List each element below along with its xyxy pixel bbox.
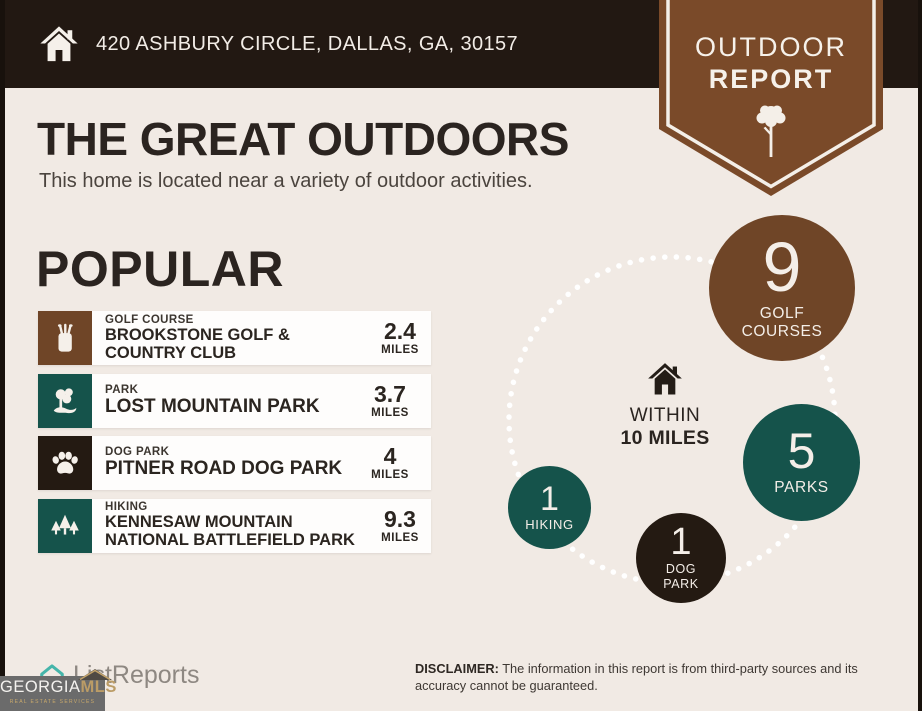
item-name: BROOKSTONE GOLF & COUNTRY CLUB [105, 325, 290, 362]
mls-tagline: REAL ESTATE SERVICES [9, 698, 96, 705]
georgia-mls-logo: GEORGIA MLS REAL ESTATE SERVICES [0, 669, 116, 711]
golf-bag-icon [38, 311, 92, 365]
tree-icon [756, 105, 786, 157]
bubble-label: HIKING [525, 516, 574, 532]
item-category: DOG PARK [105, 446, 170, 459]
item-distance: 4 MILES [357, 436, 431, 490]
distance-unit: MILES [381, 531, 419, 544]
georgia-wordmark: GEORGIA [0, 678, 81, 696]
distance-value: 2.4 [384, 318, 416, 344]
distance-unit: MILES [371, 406, 409, 419]
bubble-label: DOG PARK [663, 562, 699, 592]
item-name: LOST MOUNTAIN PARK [105, 395, 320, 417]
disclaimer-label: DISCLAIMER: [415, 661, 499, 676]
item-distance: 9.3 MILES [367, 499, 441, 553]
item-name: KENNESAW MOUNTAIN NATIONAL BATTLEFIELD P… [105, 513, 355, 549]
park-trees-icon [38, 373, 92, 428]
golf-courses-bubble: 9 GOLF COURSES [709, 215, 855, 361]
ribbon-shape [659, 0, 883, 196]
item-category: GOLF COURSE [105, 313, 194, 326]
home-icon [40, 26, 78, 62]
badge-line2: REPORT [708, 64, 834, 94]
bubble-count: 9 [762, 228, 802, 307]
list-item-text: HIKING KENNESAW MOUNTAIN NATIONAL BATTLE… [92, 499, 367, 553]
paw-icon [38, 436, 92, 490]
bubble-count: 1 [670, 521, 692, 564]
list-item-text: GOLF COURSE BROOKSTONE GOLF & COUNTRY CL… [92, 311, 367, 365]
radius-miles-label: 10 MILES [620, 427, 710, 449]
item-distance: 2.4 MILES [367, 311, 441, 365]
pine-trees-icon [38, 498, 92, 553]
radius-center: WITHIN 10 MILES [590, 361, 740, 450]
list-item-hiking: HIKING KENNESAW MOUNTAIN NATIONAL BATTLE… [38, 498, 431, 553]
within-label: WITHIN [629, 405, 701, 426]
list-item-park: PARK LOST MOUNTAIN PARK 3.7 MILES [38, 373, 431, 428]
distance-value: 9.3 [384, 505, 416, 532]
list-item-golf-course: GOLF COURSE BROOKSTONE GOLF & COUNTRY CL… [38, 311, 431, 365]
roof-icon [77, 669, 112, 681]
badge-line1: OUTDOOR [695, 32, 847, 62]
distance-unit: MILES [381, 344, 419, 356]
property-address: 420 ASHBURY CIRCLE, DALLAS, GA, 30157 [96, 32, 519, 55]
mls-wordmark: MLS [80, 678, 117, 696]
outdoor-report-badge: OUTDOOR REPORT [659, 0, 883, 200]
distance-value: 3.7 [374, 380, 406, 407]
bubble-label: GOLF COURSES [741, 304, 823, 341]
parks-bubble: 5 PARKS [743, 404, 860, 521]
dog-park-bubble: 1 DOG PARK [636, 513, 726, 603]
popular-heading: POPULAR [36, 241, 284, 297]
bubble-count: 5 [787, 423, 816, 480]
list-item-text: DOG PARK PITNER ROAD DOG PARK [92, 436, 357, 490]
list-item-dog-park: DOG PARK PITNER ROAD DOG PARK 4 MILES [38, 436, 431, 490]
disclaimer-text: DISCLAIMER: The information in this repo… [415, 661, 858, 693]
page-title: THE GREAT OUTDOORS [37, 113, 569, 165]
bubble-label: PARKS [774, 478, 829, 496]
home-icon [648, 363, 682, 395]
page-subtitle: This home is located near a variety of o… [39, 170, 533, 192]
item-distance: 3.7 MILES [357, 374, 431, 428]
distance-unit: MILES [371, 469, 409, 481]
hiking-bubble: 1 HIKING [508, 466, 591, 549]
list-item-text: PARK LOST MOUNTAIN PARK [92, 374, 357, 428]
item-name: PITNER ROAD DOG PARK [105, 458, 343, 480]
bubble-count: 1 [540, 479, 559, 518]
left-border [0, 0, 5, 711]
distance-value: 4 [383, 443, 397, 469]
item-category: PARK [105, 383, 139, 396]
item-category: HIKING [105, 501, 148, 514]
right-border [918, 0, 922, 711]
popular-list: GOLF COURSE BROOKSTONE GOLF & COUNTRY CL… [38, 311, 431, 561]
